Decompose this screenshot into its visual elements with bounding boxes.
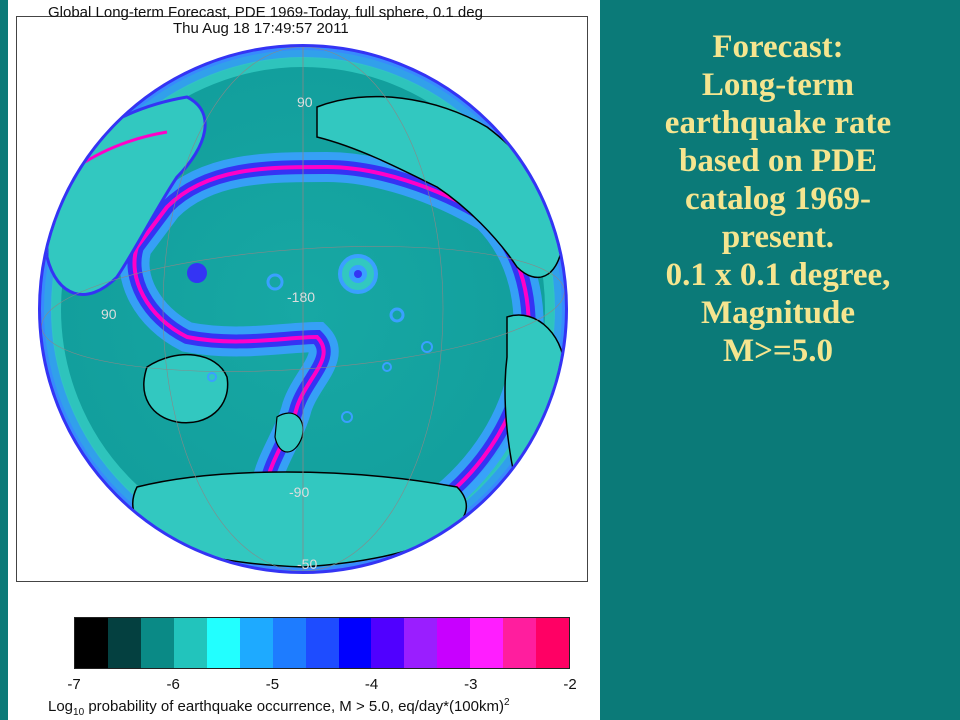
description-line: catalog 1969- [684,181,872,217]
globe-frame: -180 90 -90 -50 90 [16,16,588,582]
colorbar-label: Log10 probability of earthquake occurren… [48,697,510,718]
colorbar-tick-label: -7 [67,676,81,693]
colorbar-tick-label: -4 [364,676,379,693]
colorbar [74,617,570,669]
colorbar-tick-label: -2 [563,676,577,693]
colorbar-cell [404,618,438,668]
description-line: 0.1 x 0.1 degree, [665,257,891,293]
description-line: Forecast: [712,29,844,65]
colorbar-cell [206,618,240,668]
colorbar-cell [173,618,207,668]
colorbar-cell [305,618,339,668]
new-zealand-region [274,412,304,453]
colorbar-cell [239,618,273,668]
grid-label-lat-50-south: -50 [297,556,317,572]
grid-label-lat-90-north: 90 [297,94,313,110]
colorbar-tick-label: -3 [464,676,478,693]
description-line: based on PDE [678,143,878,179]
colorbar-cell [536,618,570,668]
map-title: Global Long-term Forecast, PDE 1969-Toda… [48,4,483,21]
colorbar-ticks: -7 -6 -5 -4 -3 -2 [67,676,576,693]
colorbar-cell [437,618,471,668]
colorbar-cell [470,618,504,668]
grid-label-lon-90: 90 [101,306,117,322]
map-panel: -180 90 -90 -50 90 Global Long-term Fore… [8,0,600,720]
description-line: M>=5.0 [722,333,833,369]
colorbar-cell [107,618,141,668]
north-america-region [316,95,563,278]
grid-label-center-lon: -180 [287,289,315,305]
colorbar-cell [272,618,306,668]
description-line: Long-term [701,67,855,103]
colorbar-cell [140,618,174,668]
colorbar-cell [75,618,108,668]
colorbar-tick-label: -5 [265,676,280,693]
colorbar-cell [503,618,537,668]
south-america-region [504,314,565,489]
globe-map: -180 90 -90 -50 90 [38,44,568,574]
map-subtitle: Thu Aug 18 17:49:57 2011 [173,20,349,37]
colorbar-tick-label: -6 [166,676,180,693]
description-panel: Forecast: Long-term earthquake rate base… [604,28,952,370]
colorbar-cell [371,618,405,668]
description-line: Magnitude [700,295,855,331]
australia-region [143,354,229,424]
description-line: present. [721,219,835,255]
grid-label-lat-90-south: -90 [289,484,309,500]
description-line: earthquake rate [664,105,892,141]
colorbar-cell [338,618,372,668]
